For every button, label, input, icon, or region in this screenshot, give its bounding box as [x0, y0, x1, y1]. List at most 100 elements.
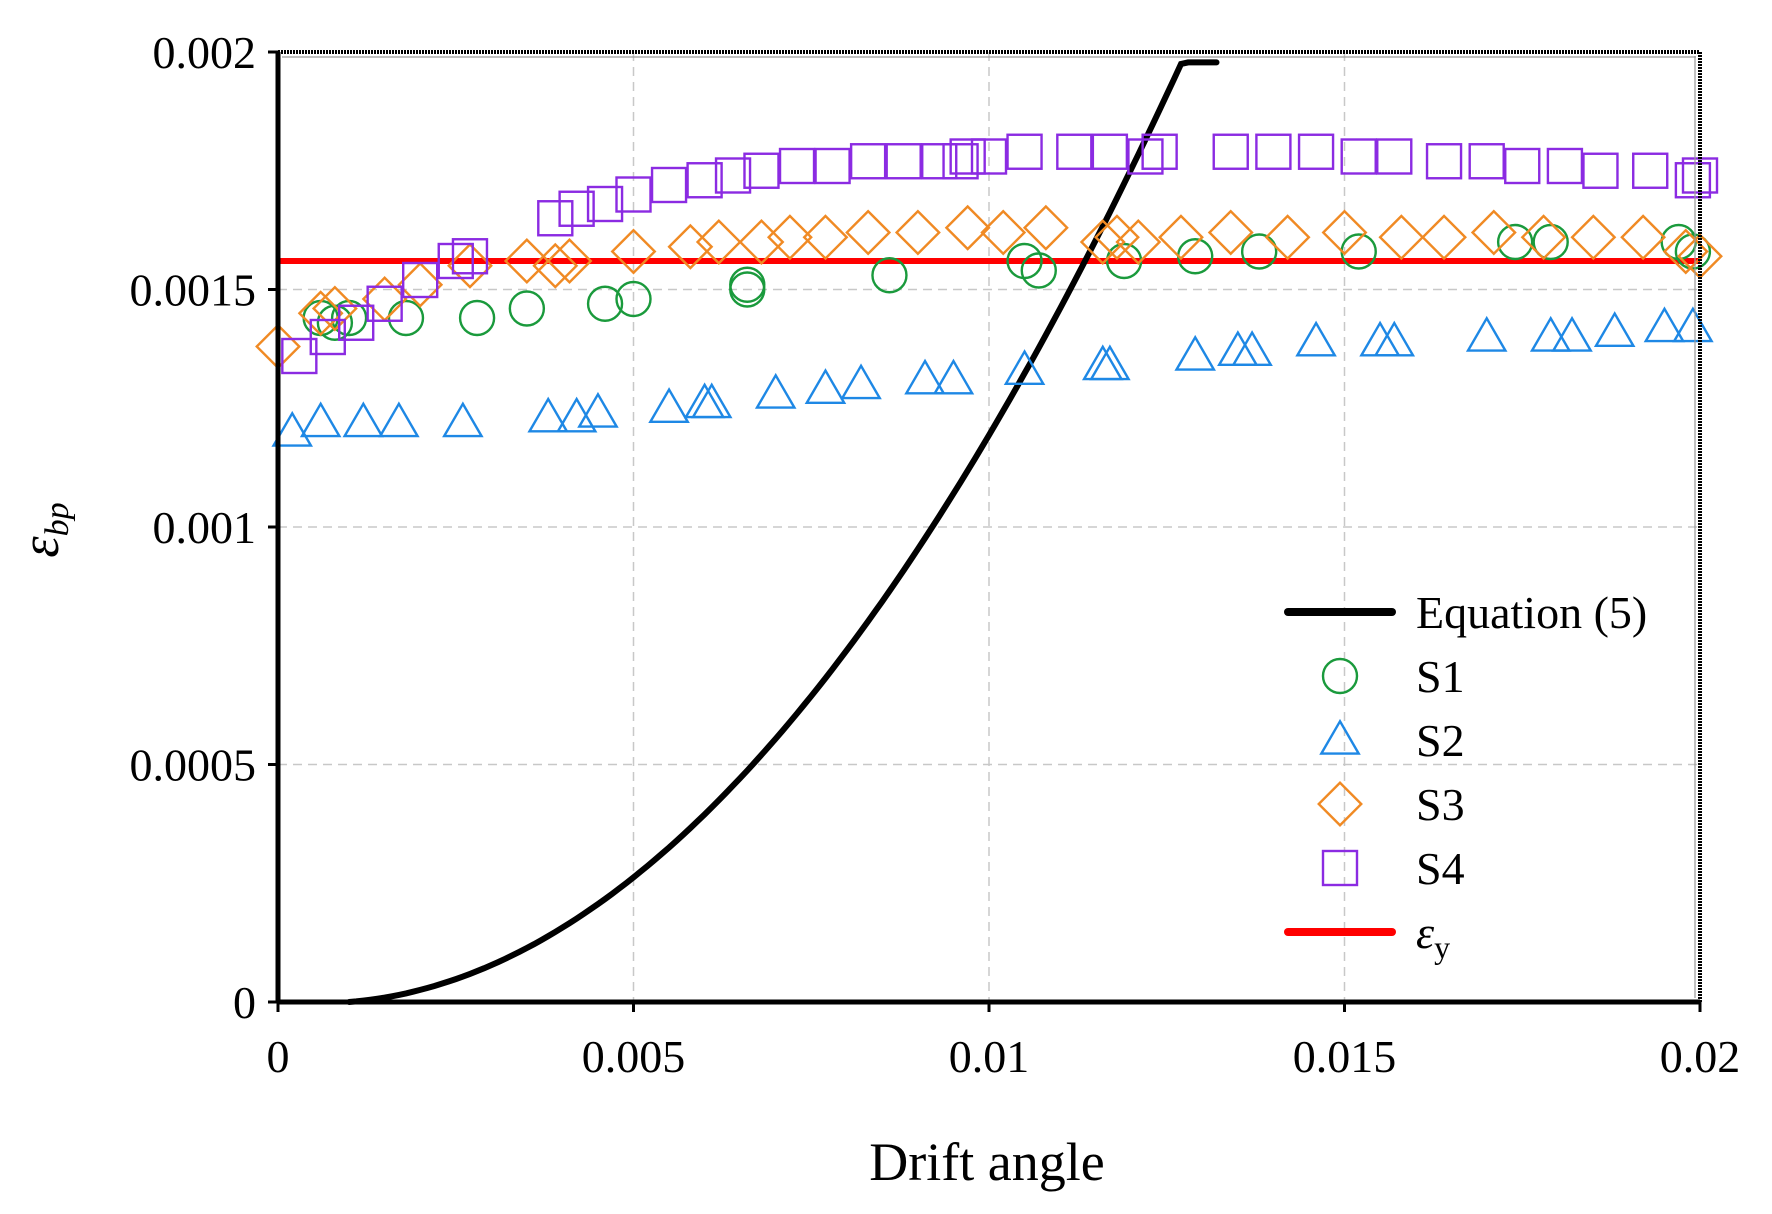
s1-point: [1532, 223, 1569, 261]
s1-point: [586, 285, 624, 322]
s3-point: [1321, 209, 1368, 256]
s4-point: [1376, 138, 1413, 175]
legend-s2: S2: [1319, 715, 1465, 766]
legend-equation-5: Equation (5): [1284, 587, 1647, 638]
s4-point: [1674, 162, 1712, 199]
s4-point: [366, 285, 403, 322]
curve-layer: [278, 59, 1700, 1005]
legend-s3-label: S3: [1416, 779, 1465, 830]
legend-s4-label: S4: [1416, 843, 1465, 894]
legend: Equation (5) S1 S2 S3 S4 εy: [1284, 587, 1647, 965]
s4-point: [1127, 138, 1164, 175]
legend-s2-label: S2: [1416, 715, 1465, 766]
x-tick-label: 0.005: [582, 1031, 686, 1082]
s4-point: [1006, 133, 1043, 170]
marker-layer: [255, 133, 1723, 447]
s2-point: [1465, 315, 1508, 352]
s4-point: [650, 166, 688, 204]
s2-point: [1643, 306, 1686, 343]
s4-point: [921, 143, 958, 180]
legend-s3-swatch: [1317, 781, 1363, 827]
s3-point: [1264, 214, 1311, 261]
s4-point: [1091, 133, 1129, 170]
s3-point: [397, 261, 444, 308]
s4-point: [1056, 133, 1093, 170]
legend-yield-strain: εy: [1284, 907, 1450, 965]
s4-point: [437, 242, 474, 280]
s2-point: [754, 372, 797, 409]
x-axis-title: Drift angle: [869, 1132, 1104, 1192]
legend-yield-strain-symbol: ε: [1416, 907, 1435, 958]
s4-point: [338, 304, 375, 341]
x-tick-label: 0.01: [949, 1031, 1030, 1082]
s2-point: [1003, 349, 1046, 386]
y-tick-label: 0.002: [153, 27, 257, 78]
s1-point: [458, 299, 496, 337]
s4-point: [281, 337, 318, 375]
s4-point: [615, 176, 652, 213]
s1-point: [1496, 223, 1534, 261]
y-axis-title-symbol: ε: [10, 536, 70, 558]
s2-point: [1551, 315, 1593, 352]
s2-point: [527, 396, 569, 433]
s2-point: [690, 382, 733, 419]
y-axis-title-subscript: bp: [39, 502, 76, 536]
s4-point: [814, 147, 851, 185]
s4-point: [1504, 147, 1541, 185]
legend-s3: S3: [1317, 779, 1465, 830]
s1-point: [729, 266, 766, 303]
equation-5-curve: [346, 59, 1220, 1005]
y-axis-title: εbp: [10, 502, 76, 557]
s2-point: [378, 401, 420, 438]
s4-point: [942, 143, 979, 180]
s4-point: [558, 190, 595, 227]
s2-point: [1081, 344, 1124, 381]
s3-point: [1470, 209, 1517, 256]
series-s1: [302, 223, 1712, 341]
legend-yield-strain-label: εy: [1416, 907, 1450, 965]
legend-s4: S4: [1321, 843, 1465, 894]
s4-point: [1141, 133, 1178, 170]
s1-point: [871, 257, 908, 294]
s2-point: [1231, 330, 1273, 367]
s4-point: [1212, 133, 1249, 170]
s3-point: [766, 214, 813, 261]
s2-point: [932, 358, 975, 395]
s2-point: [342, 401, 385, 438]
s1-point: [615, 280, 652, 318]
s3-point: [311, 285, 358, 332]
s1-point: [1674, 233, 1712, 270]
s2-point: [1295, 320, 1337, 357]
s2-point: [577, 391, 619, 428]
s3-point: [802, 214, 849, 261]
s3-point: [944, 204, 991, 251]
tick-labels: 0 0.005 0.01 0.015 0.02 0 0.0005 0.001 0.0015 0.0…: [130, 27, 1741, 1082]
s3-point: [1520, 214, 1567, 261]
s4-point: [686, 162, 723, 199]
s4-point: [885, 143, 922, 180]
s4-point: [778, 147, 816, 185]
s4-point: [1255, 133, 1292, 170]
s3-point: [1079, 219, 1126, 265]
s2-point: [1593, 311, 1636, 348]
y-tick-label: 0.001: [153, 502, 257, 553]
series-s3: [255, 204, 1723, 370]
s4-point: [309, 318, 346, 356]
y-tick-label: 0.0015: [130, 265, 257, 316]
x-tick-label: 0: [267, 1031, 290, 1082]
s2-point: [442, 401, 484, 438]
s3-point: [1378, 214, 1425, 261]
s3-point: [1094, 214, 1140, 261]
s4-point: [743, 152, 780, 189]
s2-point: [1174, 334, 1216, 371]
legend-yield-strain-subscript: y: [1434, 929, 1450, 965]
s3-point: [1158, 214, 1204, 261]
s2-point: [904, 358, 946, 395]
s3-point: [1620, 214, 1667, 261]
s3-point: [845, 209, 892, 256]
legend-s4-swatch: [1321, 849, 1359, 887]
legend-s1-swatch: [1321, 657, 1359, 695]
s1-point: [1240, 233, 1278, 270]
s2-point: [1359, 320, 1401, 357]
